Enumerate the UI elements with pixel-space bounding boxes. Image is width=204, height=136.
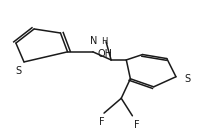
Text: S: S [184, 74, 190, 84]
Text: OH: OH [98, 49, 113, 59]
Text: F: F [99, 117, 105, 127]
Text: N: N [90, 36, 98, 46]
Text: S: S [16, 66, 22, 76]
Text: H: H [101, 37, 108, 47]
Text: F: F [134, 120, 139, 130]
